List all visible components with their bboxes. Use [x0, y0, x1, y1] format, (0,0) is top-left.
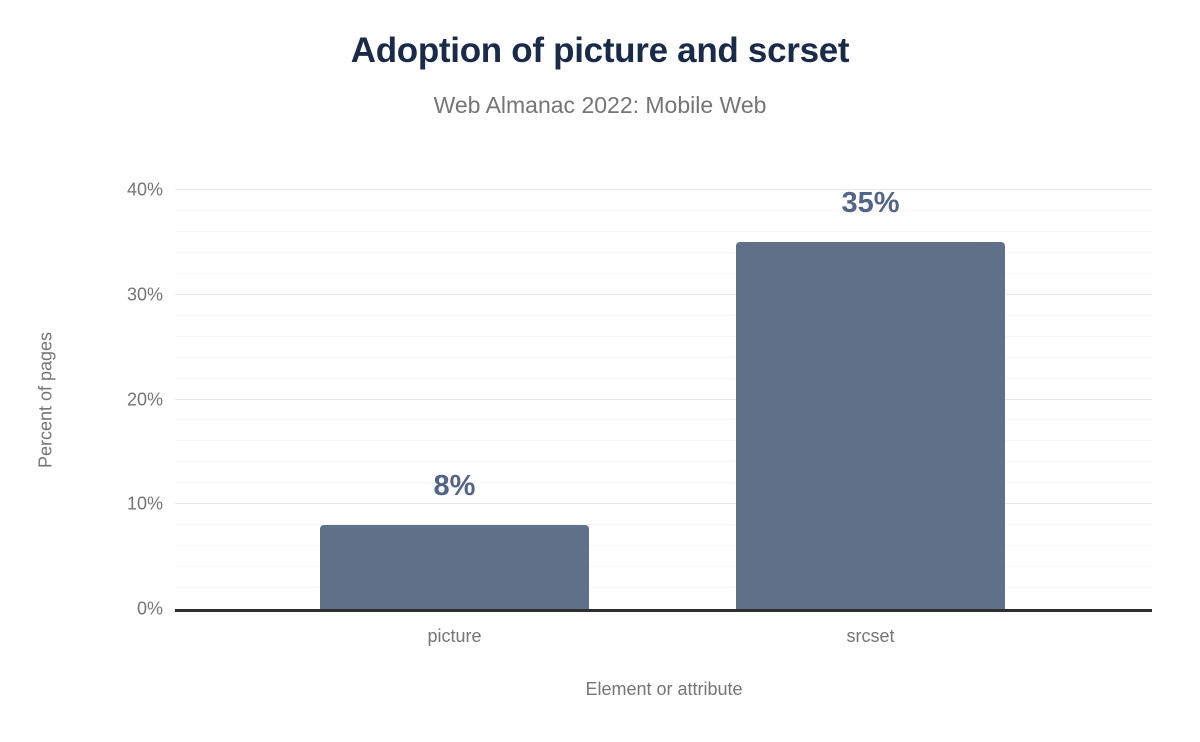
y-tick-label: 40% — [126, 179, 163, 200]
y-tick-label: 10% — [126, 493, 163, 514]
bar-srcset[interactable] — [736, 242, 1005, 609]
gridline-minor — [175, 461, 1152, 463]
gridlines — [175, 189, 1152, 609]
y-axis-ticks: 0% 10% 20% 30% 40% — [0, 180, 175, 619]
y-tick-label: 30% — [126, 284, 163, 305]
gridline-minor — [175, 566, 1152, 568]
gridline-major — [175, 398, 1152, 400]
bars: 8% picture 35% srcset — [175, 187, 1152, 646]
chart-subtitle: Web Almanac 2022: Mobile Web — [433, 92, 767, 118]
y-tick-label: 20% — [126, 389, 163, 409]
gridline-minor — [175, 545, 1152, 547]
gridline-minor — [175, 314, 1152, 316]
x-tick-label-srcset: srcset — [846, 626, 895, 646]
gridline-minor — [175, 251, 1152, 253]
value-label-picture: 8% — [433, 470, 476, 503]
gridline-minor — [175, 209, 1152, 211]
bar-group-picture: 8% picture — [320, 190, 589, 646]
chart-title: Adoption of picture and scrset — [350, 31, 850, 70]
value-label-srcset: 35% — [841, 187, 900, 220]
gridline-minor — [175, 524, 1152, 526]
x-axis-line — [175, 609, 1152, 612]
bar-picture[interactable] — [320, 525, 589, 609]
x-axis-title: Element or attribute — [585, 679, 743, 699]
plot-area: 8% picture 35% srcset — [175, 187, 1152, 646]
gridline-minor — [175, 419, 1152, 421]
gridline-minor — [175, 335, 1152, 337]
gridline-minor — [175, 356, 1152, 358]
gridline-major — [175, 503, 1152, 505]
gridline-major — [175, 189, 1152, 190]
gridline-minor — [175, 272, 1152, 274]
gridline-minor — [175, 482, 1152, 484]
gridline-minor — [175, 587, 1152, 589]
gridline-minor — [175, 377, 1152, 379]
y-tick-label: 0% — [136, 598, 163, 619]
gridline-minor — [175, 440, 1152, 442]
bar-group-srcset: 35% srcset — [736, 187, 1005, 646]
x-tick-label-picture: picture — [427, 626, 482, 646]
gridline-minor — [175, 230, 1152, 232]
gridline-major — [175, 293, 1152, 295]
